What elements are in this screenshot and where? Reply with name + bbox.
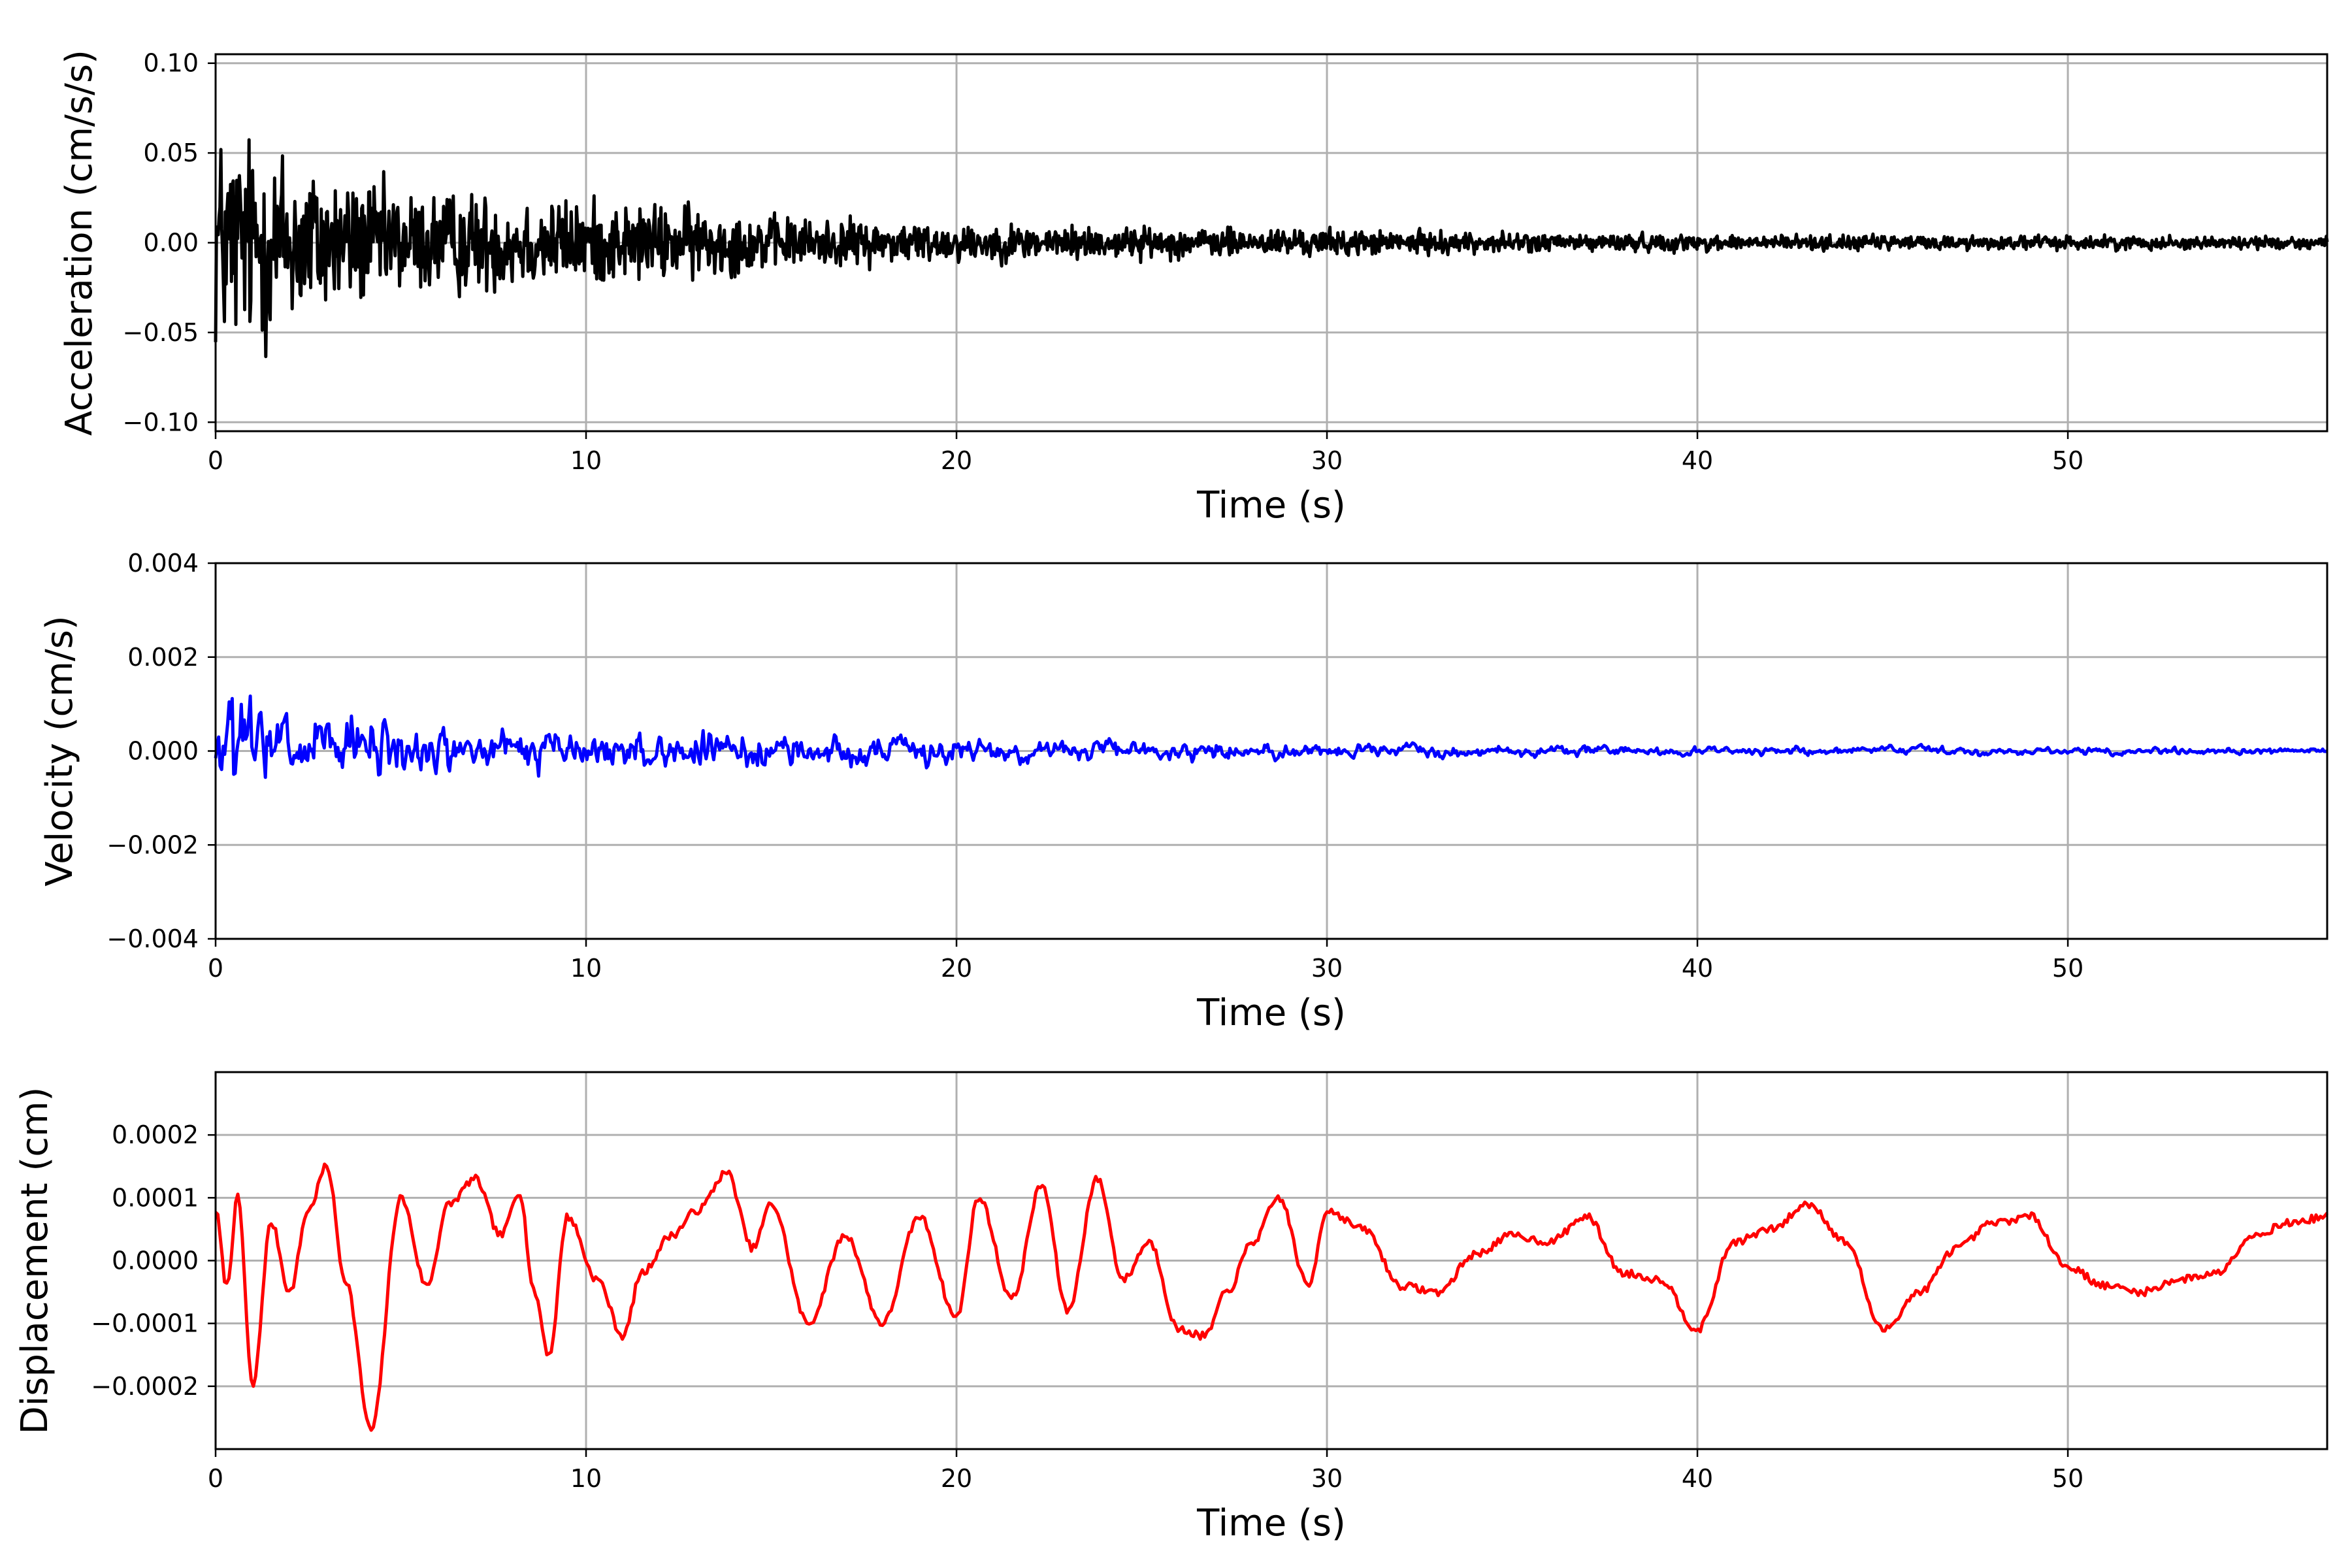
- velocity-x-tick-label-2: 20: [941, 954, 972, 983]
- acceleration-y-axis-label: Acceleration (cm/s/s): [58, 50, 101, 436]
- displacement-series-line: [214, 1162, 2328, 1432]
- acceleration-ticks: 0 10 20 30 40 50 −0.10 −0.05 0.00 0.05 0.10: [123, 49, 2084, 475]
- velocity-x-tick-label-0: 0: [208, 954, 223, 983]
- velocity-x-tick-label-1: 10: [570, 954, 602, 983]
- velocity-series-line: [214, 694, 2328, 779]
- displacement-y-tick-label-1: −0.0001: [91, 1309, 199, 1338]
- displacement-x-tick-label-0: 0: [208, 1464, 223, 1493]
- acceleration-y-tick-label-4: 0.10: [143, 49, 199, 78]
- acceleration-y-tick-label-3: 0.05: [143, 139, 199, 167]
- acceleration-x-axis-label: Time (s): [1196, 484, 1346, 527]
- acceleration-y-tick-label-2: 0.00: [143, 229, 199, 257]
- acceleration-x-tick-label-3: 30: [1311, 446, 1343, 475]
- displacement-x-tick-label-2: 20: [941, 1464, 972, 1493]
- displacement-y-tick-label-3: 0.0001: [112, 1183, 199, 1212]
- velocity-x-tick-label-4: 40: [1682, 954, 1713, 983]
- displacement-panel: 0 10 20 30 40 50 −0.0002 −0.0001 0.0000 0.0001 0.0…: [14, 1071, 2328, 1544]
- velocity-y-axis-label: Velocity (cm/s): [39, 615, 81, 887]
- displacement-y-tick-label-0: −0.0002: [91, 1372, 199, 1401]
- displacement-x-tick-label-5: 50: [2052, 1464, 2083, 1493]
- acceleration-panel: 0 10 20 30 40 50 −0.10 −0.05 0.00 0.05 0.10 Time (…: [58, 49, 2329, 527]
- displacement-y-tick-label-2: 0.0000: [112, 1247, 199, 1275]
- displacement-ticks: 0 10 20 30 40 50 −0.0002 −0.0001 0.0000 0.0001 0.0…: [91, 1120, 2083, 1493]
- displacement-y-axis-label: Displacement (cm): [14, 1087, 56, 1435]
- acceleration-x-tick-label-4: 40: [1682, 446, 1713, 475]
- velocity-panel: 0 10 20 30 40 50 −0.004 −0.002 0.000 0.002 0.004 T…: [39, 549, 2328, 1034]
- acceleration-y-tick-label-1: −0.05: [123, 318, 199, 347]
- acceleration-x-tick-label-0: 0: [208, 446, 223, 475]
- acceleration-series-line: [214, 138, 2329, 359]
- velocity-x-tick-label-5: 50: [2052, 954, 2083, 983]
- acceleration-x-tick-label-2: 20: [941, 446, 972, 475]
- displacement-y-tick-label-4: 0.0002: [112, 1120, 199, 1149]
- velocity-y-tick-label-2: 0.000: [127, 737, 199, 766]
- displacement-grid: [214, 1072, 2327, 1449]
- velocity-y-tick-label-4: 0.004: [127, 549, 199, 578]
- displacement-x-tick-label-4: 40: [1682, 1464, 1713, 1493]
- displacement-x-axis-label: Time (s): [1196, 1502, 1346, 1544]
- velocity-x-tick-label-3: 30: [1311, 954, 1343, 983]
- velocity-x-axis-label: Time (s): [1196, 992, 1346, 1034]
- acceleration-y-tick-label-0: −0.10: [123, 408, 199, 436]
- acceleration-x-tick-label-5: 50: [2052, 446, 2083, 475]
- displacement-x-tick-label-1: 10: [570, 1464, 602, 1493]
- acceleration-x-tick-label-1: 10: [570, 446, 602, 475]
- velocity-ticks: 0 10 20 30 40 50 −0.004 −0.002 0.000 0.002 0.004: [106, 549, 2083, 983]
- velocity-y-tick-label-0: −0.004: [106, 924, 199, 953]
- velocity-y-tick-label-1: −0.002: [106, 830, 199, 859]
- velocity-y-tick-label-3: 0.002: [127, 643, 199, 672]
- displacement-x-tick-label-3: 30: [1311, 1464, 1343, 1493]
